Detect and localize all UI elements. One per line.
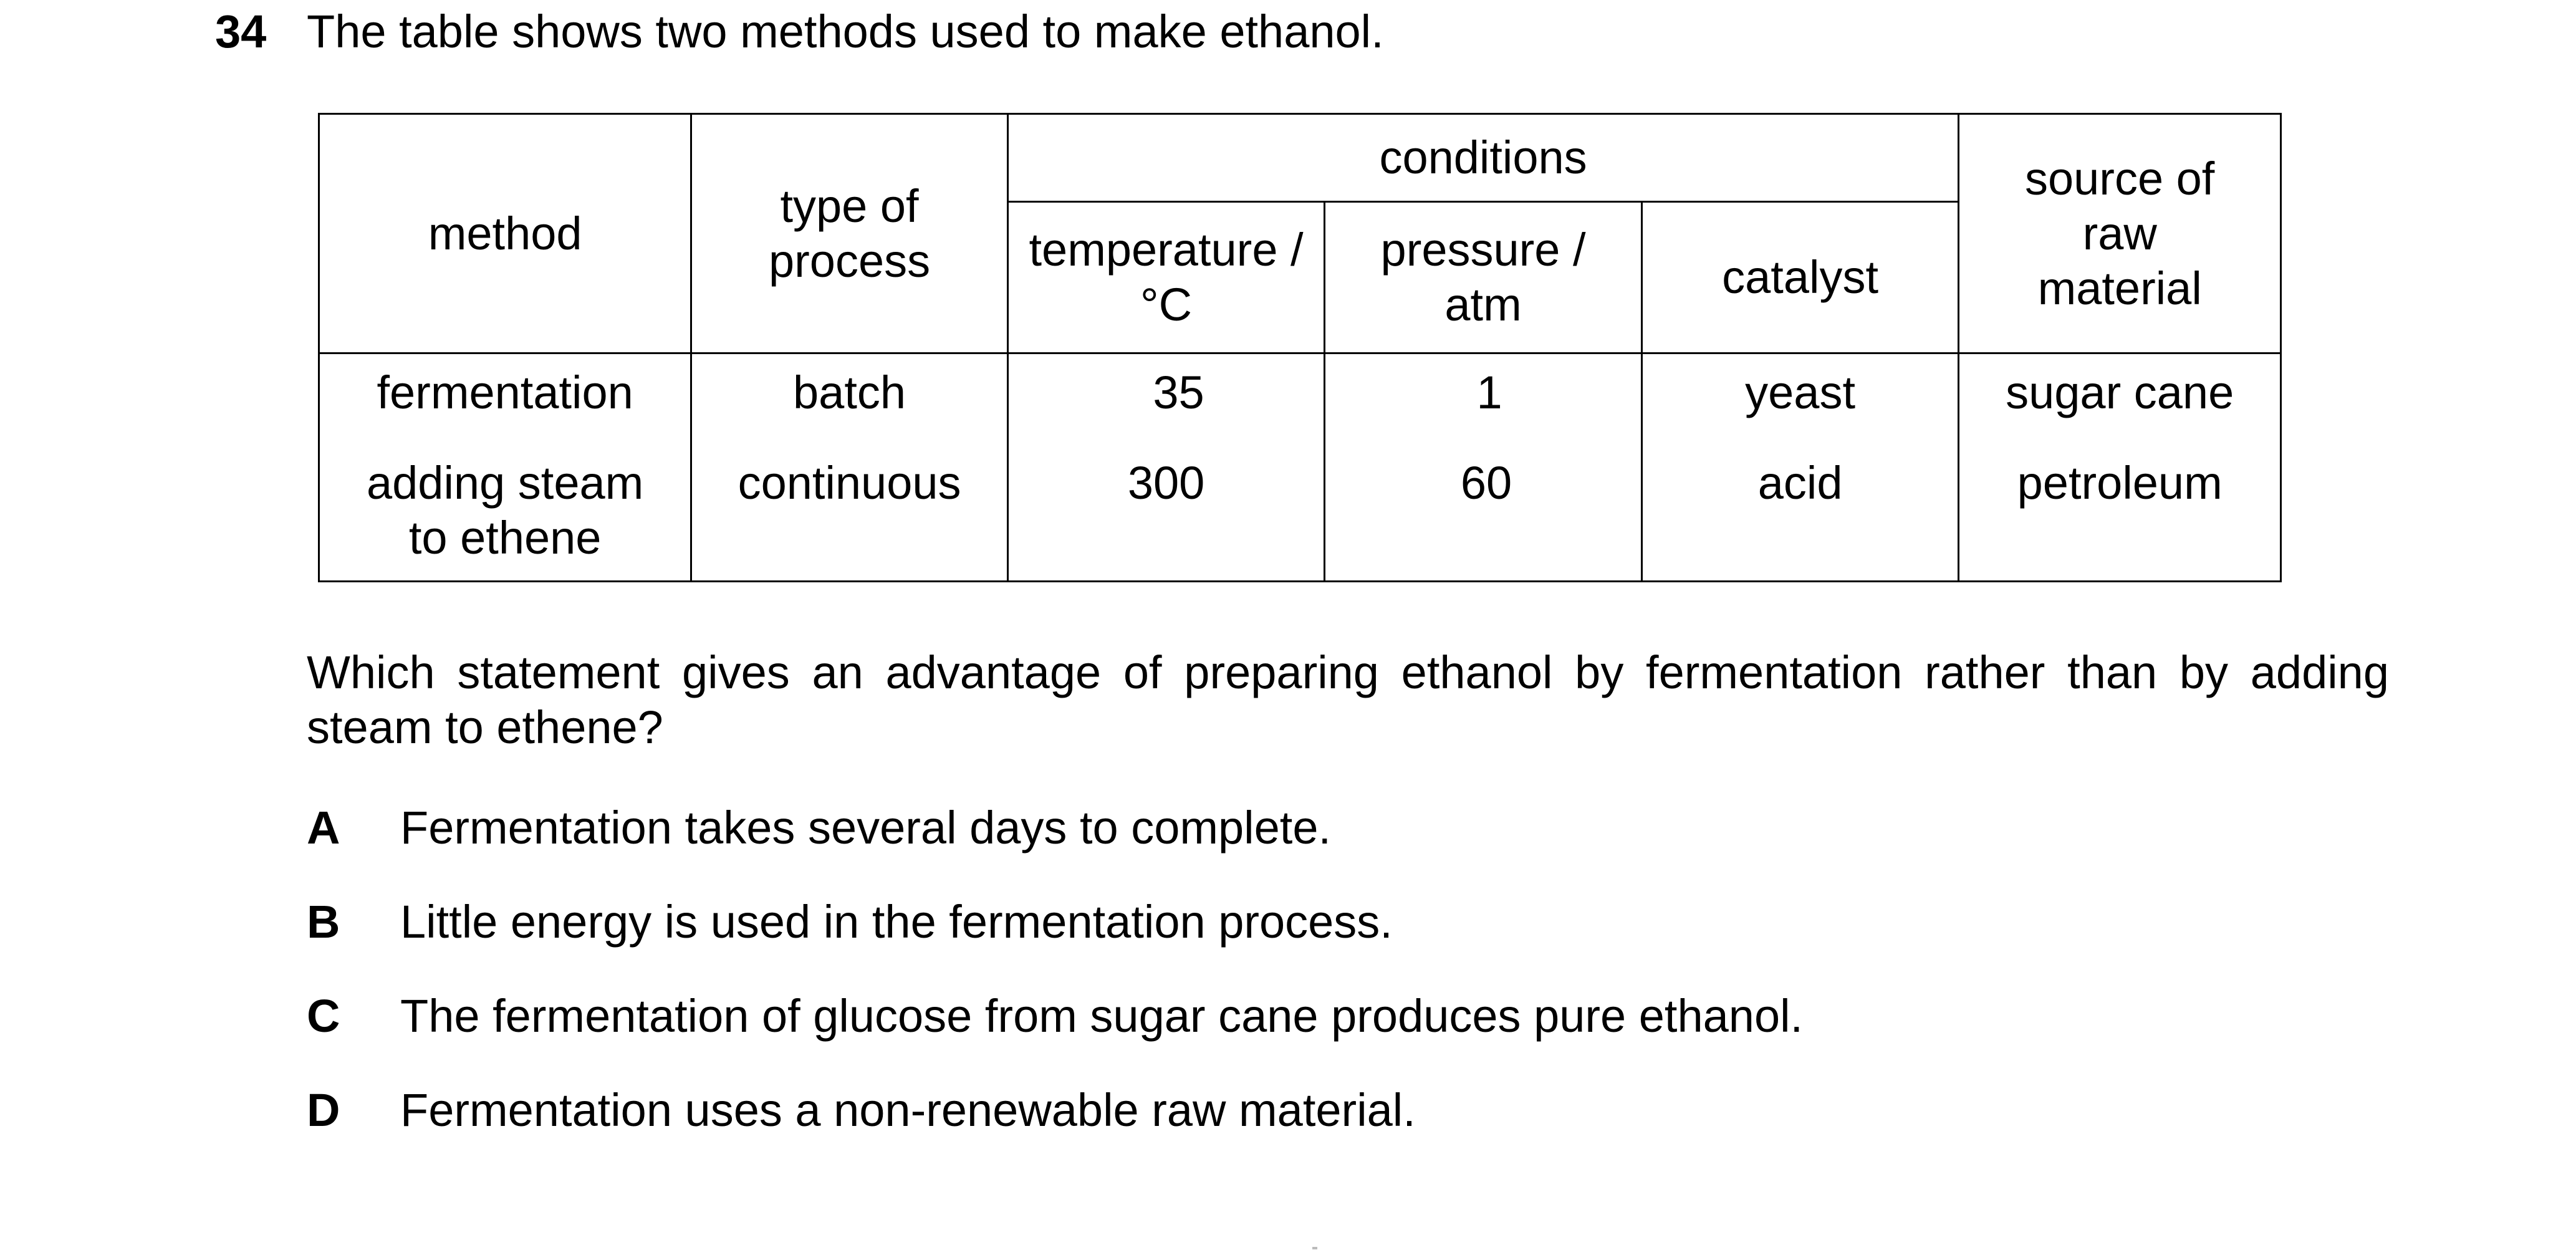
option-c: C The fermentation of glucose from sugar …: [307, 988, 1803, 1044]
question-intro: The table shows two methods used to make…: [307, 6, 1384, 57]
cell-temperature: 35: [1006, 352, 1326, 456]
cell-catalyst: yeast: [1640, 352, 1960, 456]
option-letter: A: [307, 802, 340, 853]
ethanol-methods-table: method type of process conditions source…: [317, 113, 2282, 582]
table-row: fermentation batch 35 1 yeast sugar cane: [317, 352, 2282, 456]
header-type-of-process: type of process: [690, 113, 1009, 354]
option-letter: B: [307, 896, 340, 948]
option-a: A Fermentation takes several days to comp…: [307, 800, 1331, 856]
cell-method: adding steam to ethene: [317, 456, 693, 582]
header-conditions: conditions: [1006, 113, 1960, 203]
option-letter: C: [307, 990, 340, 1042]
cell-type-of-process: continuous: [690, 456, 1009, 582]
option-text: The fermentation of glucose from sugar c…: [400, 990, 1804, 1042]
footer-mark: [1312, 1247, 1317, 1249]
header-pressure: pressure / atm: [1324, 201, 1643, 354]
question-stem: Which statement gives an advantage of pr…: [307, 647, 2389, 753]
option-text: Little energy is used in the fermentatio…: [400, 896, 1393, 948]
header-source-of-raw-material: source of raw material: [1958, 113, 2282, 354]
question-number: 34: [215, 6, 267, 57]
cell-pressure: 1: [1324, 352, 1643, 456]
header-method: method: [317, 113, 693, 354]
cell-catalyst: acid: [1640, 456, 1960, 582]
cell-source: petroleum: [1958, 456, 2282, 582]
option-d: D Fermentation uses a non-renewable raw m…: [307, 1082, 1416, 1138]
option-b: B Little energy is used in the fermentati…: [307, 894, 1393, 950]
cell-source: sugar cane: [1958, 352, 2282, 456]
cell-type-of-process: batch: [690, 352, 1009, 456]
option-letter: D: [307, 1084, 340, 1136]
header-temperature: temperature / °C: [1006, 201, 1326, 354]
cell-method: fermentation: [317, 352, 693, 456]
header-catalyst: catalyst: [1640, 201, 1960, 354]
cell-pressure: 60: [1324, 456, 1643, 582]
table-row: adding steam to ethene continuous 300 60…: [317, 456, 2282, 582]
cell-temperature: 300: [1006, 456, 1326, 582]
option-text: Fermentation takes several days to compl…: [400, 802, 1332, 853]
option-text: Fermentation uses a non-renewable raw ma…: [400, 1084, 1416, 1136]
